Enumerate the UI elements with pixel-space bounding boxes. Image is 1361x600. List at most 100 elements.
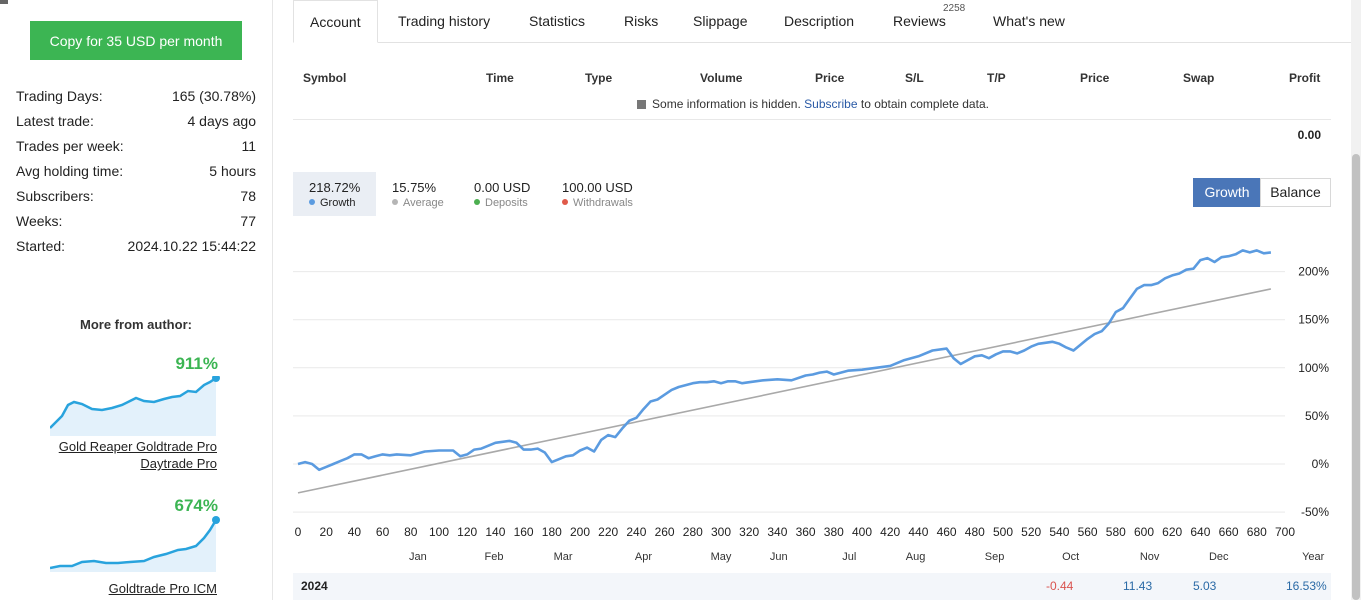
x-tick-label: 0 bbox=[295, 525, 302, 539]
col-price: Price bbox=[815, 71, 845, 85]
y-tick-label: 200% bbox=[1298, 265, 1329, 279]
tab-reviews[interactable]: Reviews bbox=[893, 13, 946, 29]
x-tick-label: 300 bbox=[711, 525, 731, 539]
tab-risks[interactable]: Risks bbox=[624, 13, 659, 29]
x-tick-label: 620 bbox=[1162, 525, 1182, 539]
x-tick-label: 280 bbox=[683, 525, 703, 539]
month-value-dec: 5.03 bbox=[1193, 579, 1217, 593]
stat-value: 165 (30.78%) bbox=[171, 88, 256, 104]
info-icon bbox=[637, 100, 647, 109]
legend-dot bbox=[562, 199, 568, 205]
legend-value: 15.75% bbox=[392, 180, 437, 195]
month-label: Aug bbox=[906, 551, 926, 563]
product-name-link[interactable]: Gold Reaper Goldtrade Pro Daytrade Pro bbox=[58, 439, 217, 471]
stat-row: Started: 2024.10.22 15:44:22 bbox=[16, 236, 256, 261]
legend-value: 218.72% bbox=[309, 180, 361, 195]
month-label: Feb bbox=[485, 551, 504, 563]
month-label: Nov bbox=[1140, 551, 1160, 563]
growth-series-line bbox=[297, 249, 1272, 472]
month-label: Apr bbox=[635, 551, 652, 563]
legend-label: Growth bbox=[320, 197, 356, 209]
month-label: May bbox=[711, 551, 732, 563]
legend-label: Deposits bbox=[485, 197, 528, 209]
x-tick-label: 180 bbox=[542, 525, 562, 539]
tab-whats-new[interactable]: What's new bbox=[993, 13, 1065, 29]
tab-description[interactable]: Description bbox=[784, 13, 855, 29]
year-total-value: 16.53% bbox=[1286, 579, 1327, 593]
stat-label: Subscribers: bbox=[16, 188, 94, 204]
profit-total: 0.00 bbox=[1297, 128, 1321, 142]
x-tick-label: 60 bbox=[376, 525, 390, 539]
stat-value: 78 bbox=[240, 188, 256, 204]
legend-dot bbox=[392, 199, 398, 205]
legend-value: 0.00 USD bbox=[474, 180, 531, 195]
stat-label: Avg holding time: bbox=[16, 163, 124, 179]
x-tick-label: 160 bbox=[514, 525, 534, 539]
subscribe-link[interactable]: Subscribe bbox=[804, 97, 858, 111]
stat-value: 77 bbox=[240, 213, 256, 229]
x-tick-label: 240 bbox=[626, 525, 646, 539]
product-growth: 911% bbox=[175, 354, 218, 373]
col-type: Type bbox=[585, 71, 613, 85]
product-sparkline bbox=[50, 376, 220, 436]
legend-label: Average bbox=[403, 197, 444, 209]
tab-account[interactable]: Account bbox=[293, 0, 378, 43]
y-tick-label: -50% bbox=[1301, 505, 1329, 519]
y-tick-label: 0% bbox=[1312, 457, 1330, 471]
month-value-nov: 11.43 bbox=[1123, 579, 1153, 593]
legend-growth[interactable]: 218.72% Growth bbox=[293, 172, 377, 216]
x-tick-label: 40 bbox=[348, 525, 362, 539]
hidden-info-suffix: to obtain complete data. bbox=[860, 97, 989, 111]
stat-value: 2024.10.22 15:44:22 bbox=[127, 238, 256, 254]
y-tick-label: 150% bbox=[1298, 313, 1329, 327]
month-label: Jul bbox=[842, 551, 856, 563]
y-tick-label: 50% bbox=[1305, 409, 1329, 423]
x-tick-label: 540 bbox=[1049, 525, 1069, 539]
page-scrollbar[interactable] bbox=[1351, 0, 1361, 600]
x-tick-label: 420 bbox=[880, 525, 900, 539]
x-tick-label: 680 bbox=[1247, 525, 1267, 539]
product-growth: 674% bbox=[174, 496, 218, 515]
month-label: Oct bbox=[1062, 551, 1079, 563]
stat-label: Trades per week: bbox=[16, 138, 124, 154]
author-product-card[interactable]: 674% Goldtrade Pro ICM bbox=[50, 494, 222, 600]
x-tick-label: 260 bbox=[655, 525, 675, 539]
col-close-price: Price bbox=[1080, 71, 1110, 85]
scrollbar-thumb[interactable] bbox=[1352, 154, 1360, 600]
legend-dot bbox=[474, 199, 480, 205]
cut-off-element bbox=[0, 0, 8, 4]
legend-withdrawals[interactable]: 100.00 USD Withdrawals bbox=[546, 172, 649, 216]
stat-row: Trades per week: 11 bbox=[16, 136, 256, 161]
balance-toggle[interactable]: Balance bbox=[1260, 178, 1331, 207]
tab-trading-history[interactable]: Trading history bbox=[398, 13, 491, 29]
stat-row: Weeks: 77 bbox=[16, 211, 256, 236]
y-tick-label: 100% bbox=[1298, 361, 1329, 375]
product-name-link[interactable]: Goldtrade Pro ICM bbox=[108, 581, 217, 596]
more-from-author-title: More from author: bbox=[80, 317, 192, 332]
stat-label: Weeks: bbox=[16, 213, 63, 229]
month-label: Jan bbox=[409, 551, 427, 563]
x-tick-label: 640 bbox=[1190, 525, 1210, 539]
legend-deposits[interactable]: 0.00 USD Deposits bbox=[458, 172, 546, 216]
month-label: Mar bbox=[554, 551, 573, 563]
tab-statistics[interactable]: Statistics bbox=[529, 13, 586, 29]
x-tick-label: 320 bbox=[739, 525, 759, 539]
stat-row: Trading Days: 165 (30.78%) bbox=[16, 86, 256, 111]
col-swap: Swap bbox=[1183, 71, 1215, 85]
x-tick-label: 220 bbox=[598, 525, 618, 539]
month-label: Sep bbox=[985, 551, 1005, 563]
x-tick-label: 520 bbox=[1021, 525, 1041, 539]
author-product-card[interactable]: 911% Gold Reaper Goldtrade Pro Daytrade … bbox=[50, 352, 222, 472]
month-value-oct: -0.44 bbox=[1046, 579, 1074, 593]
col-profit: Profit bbox=[1289, 71, 1321, 85]
hidden-info-prefix: Some information is hidden. bbox=[652, 97, 801, 111]
tab-slippage[interactable]: Slippage bbox=[693, 13, 748, 29]
copy-subscribe-button[interactable]: Copy for 35 USD per month bbox=[30, 21, 242, 60]
legend-average[interactable]: 15.75% Average bbox=[376, 172, 460, 216]
signal-stats: Trading Days: 165 (30.78%) Latest trade: 4… bbox=[16, 86, 256, 261]
reviews-count-badge: 2258 bbox=[943, 3, 966, 14]
col-volume: Volume bbox=[700, 71, 743, 85]
x-tick-label: 380 bbox=[824, 525, 844, 539]
growth-toggle[interactable]: Growth bbox=[1193, 178, 1261, 207]
